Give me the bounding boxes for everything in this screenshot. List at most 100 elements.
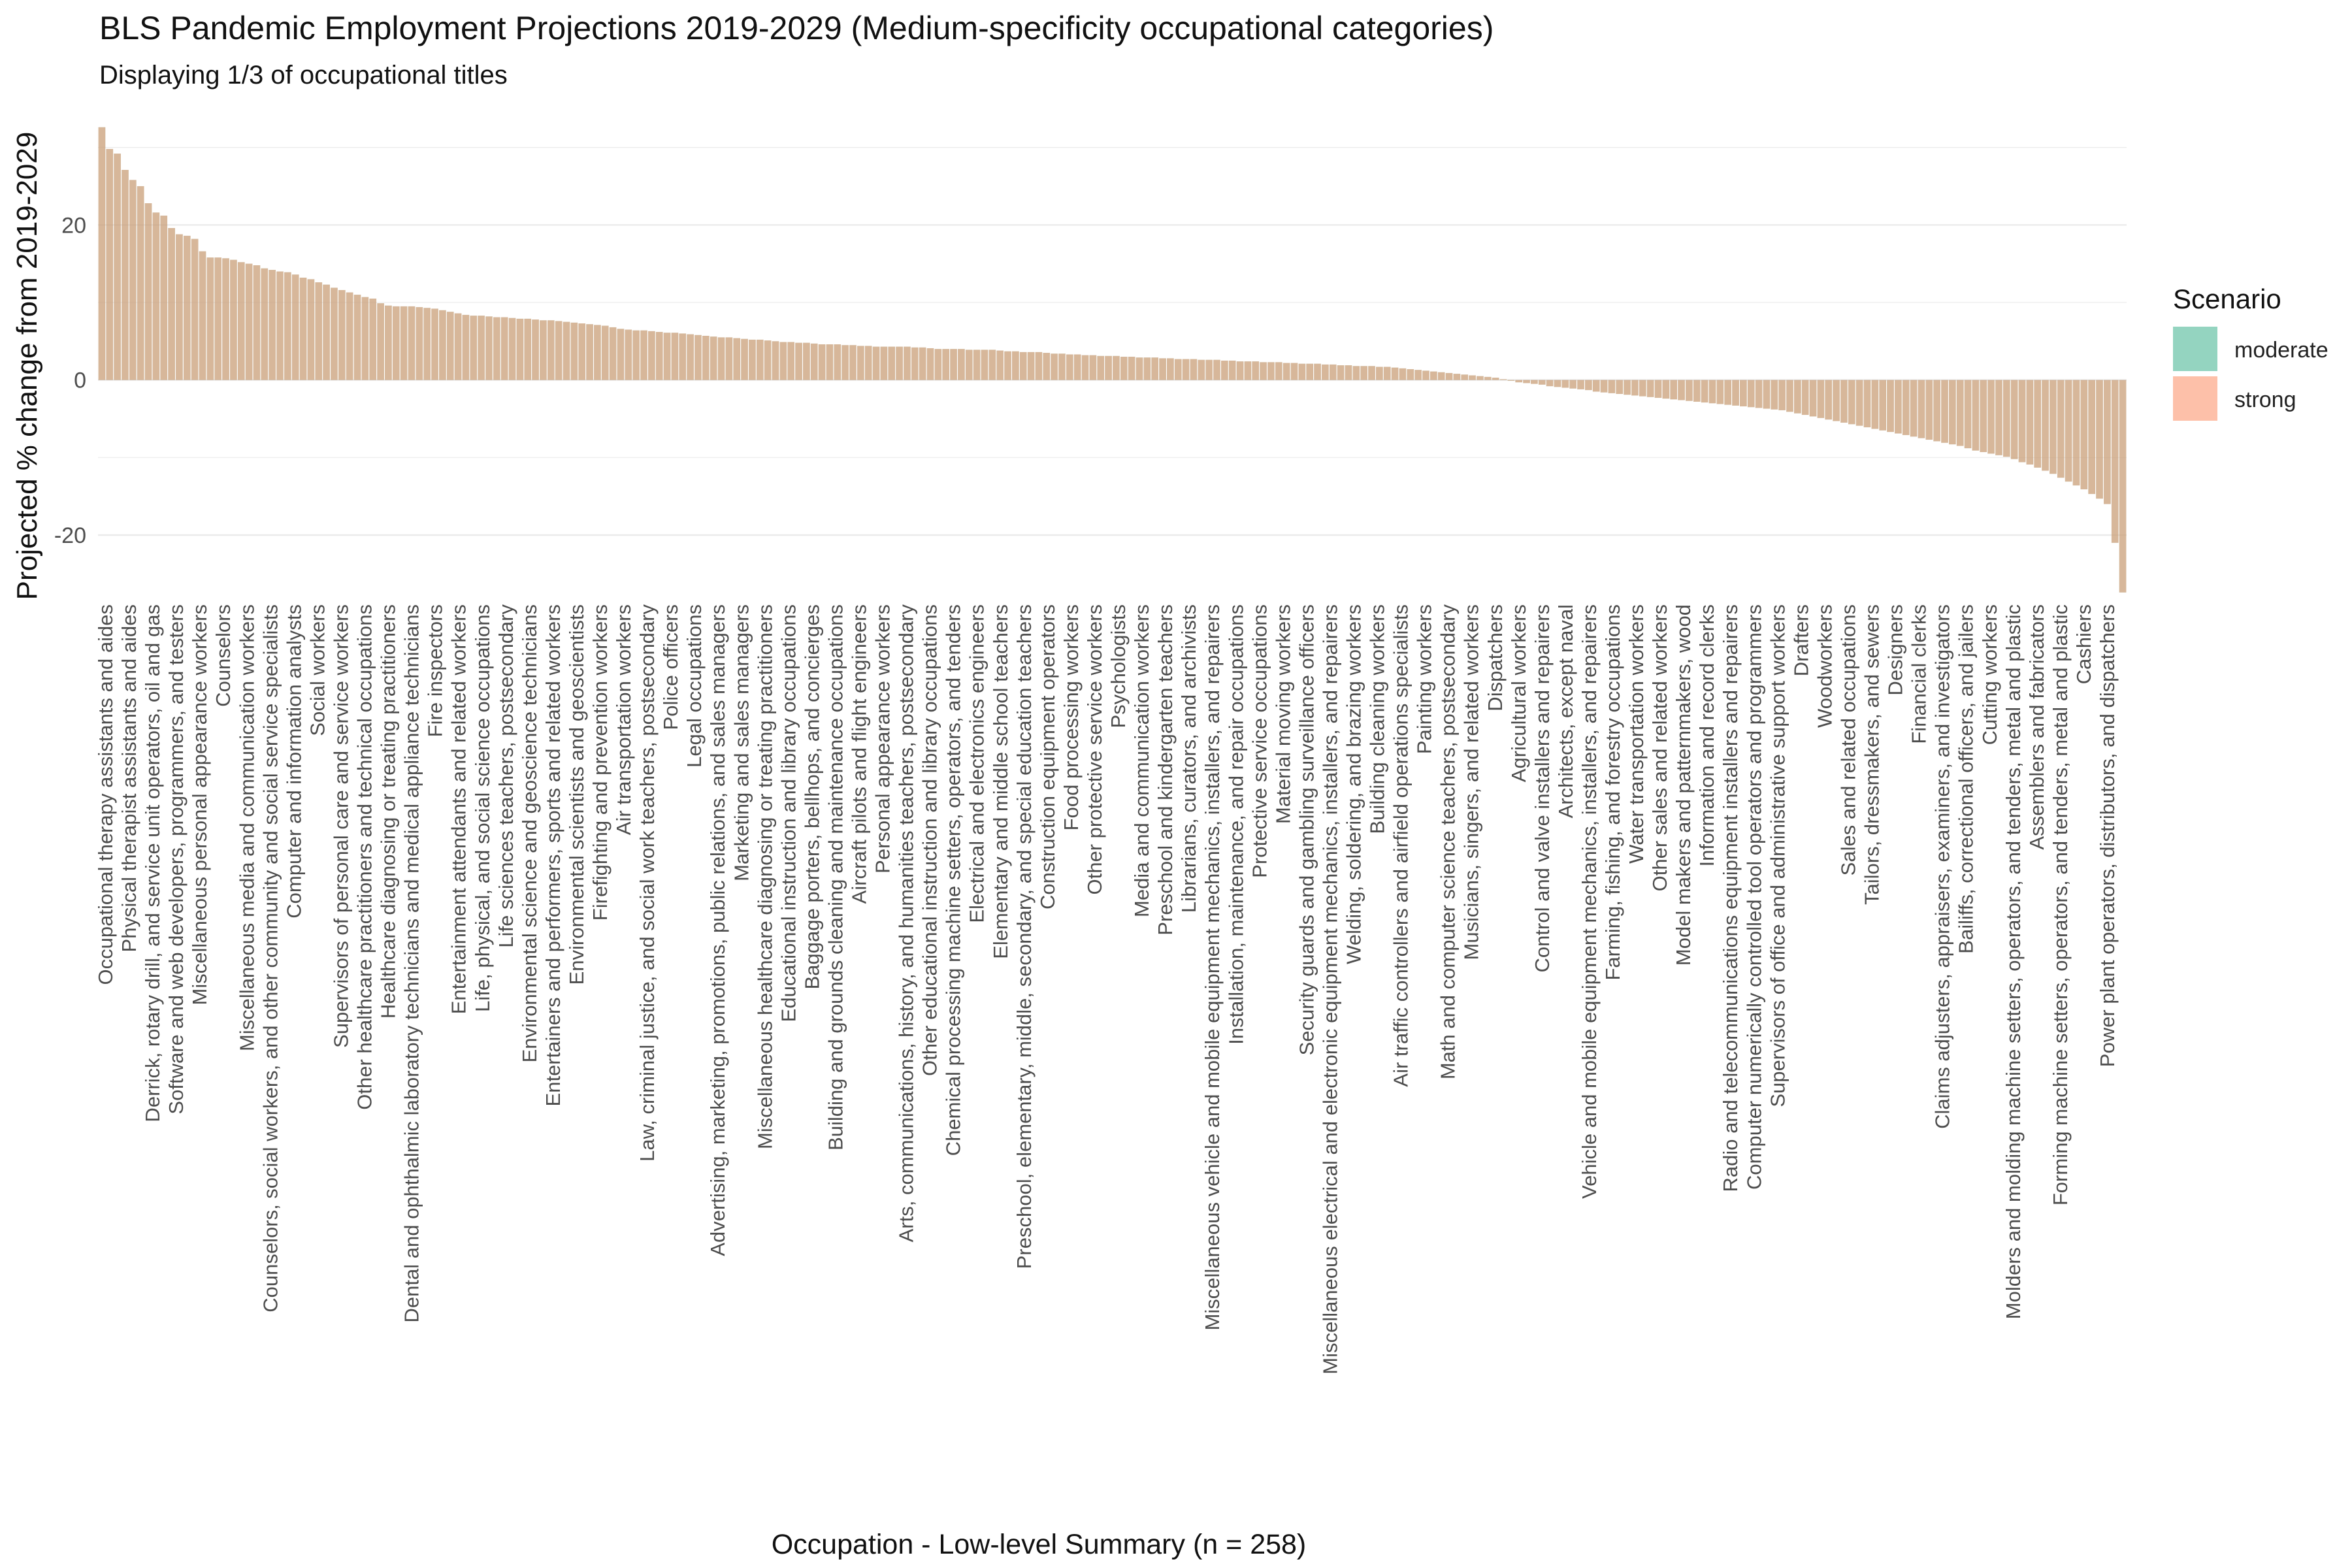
bar-strong — [1275, 362, 1282, 380]
x-tick-label: Cutting workers — [1978, 604, 2001, 745]
x-tick-label: Architects, except naval — [1554, 604, 1577, 818]
bar-strong — [1051, 353, 1058, 380]
x-tick-label: Miscellaneous healthcare diagnosing or t… — [753, 604, 776, 1149]
bar-strong — [942, 349, 950, 380]
bar-strong — [261, 268, 269, 380]
x-tick-label: Protective service occupations — [1248, 604, 1271, 878]
bar-strong — [431, 308, 438, 380]
bar-strong — [880, 346, 888, 380]
bar-strong — [291, 274, 299, 380]
bar-strong — [2096, 380, 2103, 499]
bar-strong — [1143, 357, 1151, 380]
bar-strong — [1120, 357, 1128, 380]
bar-strong — [1221, 360, 1228, 380]
bar-strong — [617, 329, 625, 380]
bar-strong — [1360, 366, 1367, 380]
x-tick-label: Other sales and related workers — [1648, 604, 1671, 891]
bar-strong — [176, 234, 183, 380]
bar-strong — [981, 350, 988, 380]
bar-strong — [353, 295, 361, 380]
bar-strong — [1561, 380, 1569, 388]
bar-strong — [2119, 380, 2127, 593]
x-tick-label: Molders and molding machine setters, ope… — [2002, 604, 2025, 1319]
bar-strong — [1128, 357, 1135, 380]
bar-strong — [114, 154, 121, 380]
bar-strong — [1531, 380, 1538, 384]
bar-strong — [508, 318, 516, 380]
bar-strong — [160, 216, 168, 380]
bar-strong — [1995, 380, 2002, 455]
bar-strong — [478, 316, 485, 380]
x-tick-label: Construction equipment operators — [1036, 604, 1059, 909]
bar-strong — [1228, 360, 1236, 380]
bar-strong — [926, 348, 934, 380]
x-tick-label: Math and computer science teachers, post… — [1437, 604, 1460, 1080]
bar-strong — [594, 325, 601, 380]
bar-strong — [1801, 380, 1809, 416]
x-tick-label: Life sciences teachers, postsecondary — [495, 604, 517, 948]
bar-strong — [1399, 368, 1407, 380]
bar-strong — [1004, 351, 1011, 380]
bar-strong — [1701, 380, 1708, 403]
bar-strong — [1012, 351, 1019, 380]
bar-strong — [1019, 351, 1027, 380]
bar-strong — [416, 307, 423, 380]
x-tick-label: Environmental scientists and geoscientis… — [565, 604, 588, 985]
legend-label-moderate: moderate — [2234, 338, 2328, 363]
x-axis: Occupational therapy assistants and aide… — [94, 604, 2119, 1375]
bar-strong — [392, 306, 400, 380]
bar-strong — [323, 284, 330, 380]
x-tick-label: Arts, communications, history, and human… — [895, 604, 918, 1243]
bar-strong — [1887, 380, 1894, 433]
bar-strong — [222, 258, 229, 380]
bar-strong — [462, 314, 470, 380]
bar-strong — [1863, 380, 1871, 428]
bar-strong — [787, 342, 795, 380]
bar-strong — [694, 335, 702, 380]
bar-strong — [1871, 380, 1879, 429]
bar-strong — [586, 324, 593, 380]
bar-strong — [540, 320, 547, 380]
bar-strong — [1167, 358, 1174, 380]
bar-strong — [717, 337, 725, 380]
x-tick-label: Assemblers and fabricators — [2025, 604, 2048, 850]
bar-strong — [2026, 380, 2034, 465]
bar-strong — [129, 180, 137, 380]
x-tick-label: Information and record clerks — [1695, 604, 1718, 866]
bar-strong — [958, 349, 965, 380]
bar-strong — [810, 343, 818, 380]
bar-strong — [988, 350, 996, 380]
bar-strong — [1174, 359, 1182, 380]
bar-strong — [206, 257, 214, 380]
bar-strong — [253, 265, 261, 380]
bar-strong — [1716, 380, 1724, 404]
bar-strong — [1352, 366, 1360, 380]
bar-strong — [1244, 361, 1252, 380]
bar-strong — [1678, 380, 1685, 400]
bar-strong — [493, 317, 500, 380]
bar-strong — [1499, 379, 1507, 380]
bar-strong — [1477, 376, 1484, 380]
x-tick-label: Librarians, curators, and archivists — [1177, 604, 1200, 913]
bar-strong — [299, 277, 307, 380]
bar-strong — [2034, 380, 2042, 468]
x-tick-label: Sales and related occupations — [1837, 604, 1860, 875]
bar-strong — [1484, 376, 1492, 380]
bar-strong — [1949, 380, 1956, 445]
bar-strong — [888, 346, 896, 380]
bar-strong — [1740, 380, 1747, 406]
x-tick-label: Personal appearance workers — [872, 604, 894, 874]
bar-strong — [331, 287, 338, 380]
bar-strong — [1972, 380, 1980, 451]
x-tick-label: Cashiers — [2072, 604, 2095, 684]
bar-strong — [1855, 380, 1863, 426]
x-tick-label: Tailors, dressmakers, and sewers — [1861, 604, 1884, 905]
bar-strong — [1073, 354, 1081, 380]
x-tick-label: Other healthcare practitioners and techn… — [353, 604, 376, 1110]
bar-strong — [663, 333, 671, 380]
bar-strong — [1980, 380, 1987, 453]
legend-title: Scenario — [2173, 284, 2281, 314]
bar-strong — [2018, 380, 2026, 463]
x-tick-label: Welding, soldering, and brazing workers — [1343, 604, 1365, 964]
bar-strong — [2002, 380, 2010, 457]
